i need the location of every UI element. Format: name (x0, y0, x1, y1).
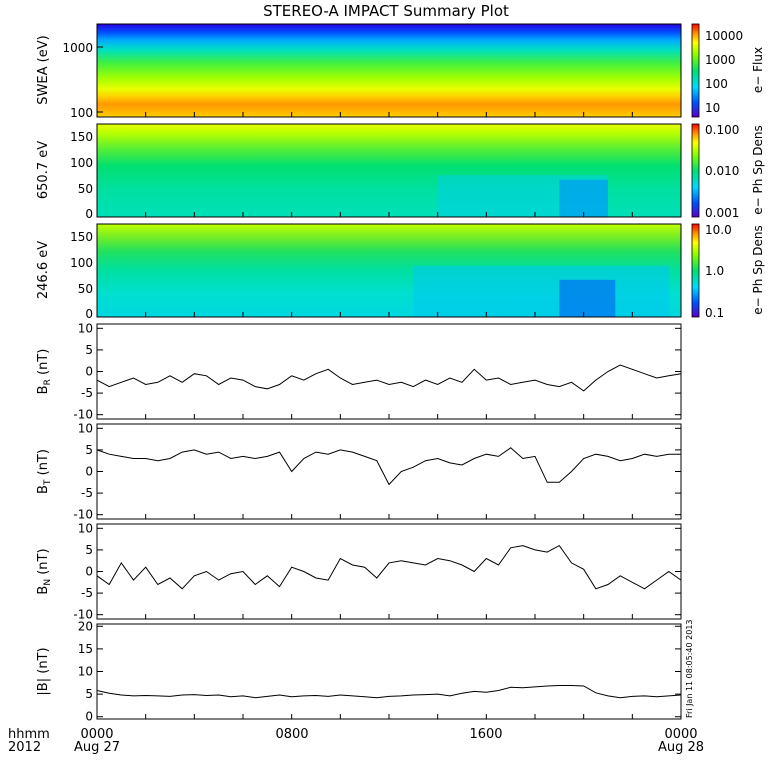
plot-title: STEREO-A IMPACT Summary Plot (263, 2, 509, 20)
line-panel-frame (96, 623, 682, 720)
p650-ytick-0: 0 (85, 207, 93, 221)
line-panel-ytick: -5 (81, 586, 93, 600)
line-panel-4: 10 5 0 -5 -10 BT (nT) (36, 421, 682, 522)
p246-texture-patch (413, 265, 669, 317)
line-panel-ytick: 0 (85, 465, 93, 479)
time-tick-0800: 0800 (275, 727, 308, 742)
line-series (96, 544, 682, 590)
p246-cbar-label: e− Ph Sp Dens (751, 225, 765, 314)
swea-heatmap (97, 24, 681, 117)
p650-cbar-tick-0100: 0.100 (705, 123, 739, 137)
line-panel-frame (96, 423, 682, 520)
line-panel-ylabel: |B| (nT) (36, 647, 51, 695)
p650-ytick-150: 150 (70, 130, 93, 144)
line-panel-frame (96, 323, 682, 420)
line-panel-6: 20 15 10 5 0 |B| (nT) (36, 619, 682, 724)
line-panel-ytick: 5 (85, 443, 93, 457)
p650-ytick-100: 100 (70, 156, 93, 170)
line-series (96, 685, 682, 699)
p246-ytick-0: 0 (85, 307, 93, 321)
p650-texture-patch (559, 179, 608, 217)
line-panel-ytick: -10 (73, 508, 93, 522)
p650-ylabel: 650.7 eV (36, 141, 51, 199)
time-axis-row2-label: 2012 (8, 740, 41, 755)
swea-cbar-label: e− Flux (751, 47, 765, 93)
p246-colorbar (691, 223, 700, 318)
line-panel-ytick: 0 (85, 710, 93, 724)
line-panel-ytick: -5 (81, 486, 93, 500)
time-tick-0000-end: 0000 (664, 727, 697, 742)
swea-panel: 1000 100 SWEA (eV) 10000 1000 100 10 e− … (36, 23, 765, 120)
line-panel-ytick: 0 (85, 565, 93, 579)
swea-cbar-tick-1000: 1000 (705, 53, 736, 67)
p246-cbar-tick-10: 1.0 (705, 264, 724, 278)
line-panel-ytick: 5 (85, 543, 93, 557)
line-panel-ytick: 5 (85, 687, 93, 701)
p246-ytick-150: 150 (70, 230, 93, 244)
swea-cbar-tick-10: 10 (705, 101, 720, 115)
line-panel-ytick: 20 (78, 619, 93, 633)
p246-cbar-tick-100: 10.0 (705, 223, 732, 237)
line-series (96, 447, 681, 486)
line-series (96, 364, 682, 392)
line-panel-3: 10 5 0 -5 -10 BR (nT) (36, 321, 682, 422)
line-panel-ytick: 10 (78, 665, 93, 679)
time-tick-1600: 1600 (469, 727, 502, 742)
line-panel-frame (96, 523, 682, 620)
p246-texture-patch (559, 279, 616, 317)
swea-cbar-tick-10000: 10000 (705, 29, 743, 43)
p246-texture (413, 265, 669, 317)
date-tick-end: Aug 28 (658, 740, 704, 755)
date-tick-start: Aug 27 (74, 740, 120, 755)
line-panel-ytick: -5 (81, 386, 93, 400)
time-axis-row1-label: hhmm (8, 727, 50, 742)
time-tick-0000-start: 0000 (80, 727, 113, 742)
line-panels: 10 5 0 -5 -10 BR (nT) 10 5 0 -5 -10 BT (nT) 10 5 0 -5 -1… (36, 321, 682, 724)
p650-panel: 150 100 50 0 650.7 eV 0.100 0.010 0.001 … (36, 123, 765, 221)
timestamp-stamp: Fri Jan 11 08:05:40 2013 (685, 619, 694, 718)
swea-ylabel: SWEA (eV) (36, 35, 51, 104)
p246-ylabel: 246.6 eV (36, 241, 51, 299)
swea-ytick-100: 100 (70, 106, 93, 120)
line-panel-5: 10 5 0 -5 -10 BN (nT) (36, 521, 682, 622)
p650-cbar-tick-0001: 0.001 (705, 206, 739, 220)
p246-cbar-tick-01: 0.1 (705, 306, 724, 320)
p650-cbar-tick-0010: 0.010 (705, 164, 739, 178)
p246-panel: 150 100 50 0 246.6 eV 10.0 1.0 0.1 e− Ph… (36, 223, 765, 321)
line-panel-ytick: -10 (73, 408, 93, 422)
time-axis: hhmm 2012 0000 0800 1600 0000 Aug 27 Aug… (8, 727, 704, 755)
swea-colorbar (691, 23, 700, 118)
line-panel-ylabel: BR (nT) (36, 349, 53, 395)
line-panel-ytick: 15 (78, 642, 93, 656)
p246-ytick-100: 100 (70, 256, 93, 270)
line-panel-ytick: 10 (78, 321, 93, 335)
line-panel-ytick: 0 (85, 365, 93, 379)
p650-ytick-50: 50 (78, 182, 93, 196)
swea-cbar-tick-100: 100 (705, 77, 728, 91)
line-panel-ylabel: BT (nT) (36, 449, 53, 494)
line-panel-ytick: 10 (78, 521, 93, 535)
swea-ytick-1000: 1000 (62, 41, 93, 55)
p650-texture (437, 175, 608, 217)
p650-cbar-label: e− Ph Sp Dens (751, 125, 765, 214)
line-panel-ytick: 10 (78, 421, 93, 435)
p650-colorbar (691, 123, 700, 218)
line-panel-ytick: -10 (73, 608, 93, 622)
p246-ytick-50: 50 (78, 282, 93, 296)
line-panel-ytick: 5 (85, 343, 93, 357)
line-panel-ylabel: BN (nT) (36, 548, 53, 594)
